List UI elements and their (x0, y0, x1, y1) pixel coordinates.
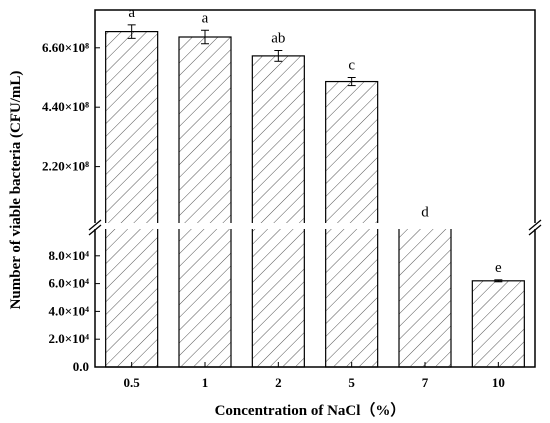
significance-label-0.5: a (128, 5, 135, 21)
y-tick-label: 2.20×10⁸ (42, 159, 89, 174)
y-tick-label: 4.40×10⁸ (42, 99, 89, 114)
significance-label-1: a (202, 10, 209, 26)
x-axis-title: Concentration of NaCl（%） (215, 401, 406, 419)
plot-area: a 0.5 a 1 ab 2 c 5 d 7 e 10 2.20×10⁸ 4.40×10⁸ 6.60×10⁸… (42, 5, 543, 390)
significance-label-10: e (495, 260, 502, 276)
x-tick-label: 1 (202, 375, 209, 390)
axis-break-left-upper (88, 219, 102, 231)
y-tick-label: 6.60×10⁸ (42, 40, 89, 55)
y-tick-label: 4.0×10⁴ (48, 303, 89, 318)
y-tick-label: 0.0 (73, 359, 89, 374)
axis-break-left-lower (88, 224, 102, 236)
y-tick-label: 6.0×10⁴ (48, 276, 89, 291)
y-tick-label: 2.0×10⁴ (48, 331, 89, 346)
bar-7 (398, 223, 452, 368)
bar-1 (178, 36, 232, 368)
significance-label-5: c (348, 58, 355, 74)
significance-label-7: d (421, 204, 429, 220)
y-axis-title: Number of viable bacteria (CFU/mL) (8, 71, 24, 310)
axis-break-right-lower (528, 224, 542, 236)
bar-0.5 (105, 31, 159, 368)
x-tick-label: 10 (492, 375, 505, 390)
bar-2 (251, 55, 305, 368)
y-tick-label: 8.0×10⁴ (48, 248, 89, 263)
axis-break-right-upper (528, 219, 542, 231)
x-tick-label: 5 (348, 375, 355, 390)
x-tick-label: 2 (275, 375, 282, 390)
significance-label-2: ab (271, 31, 285, 47)
x-tick-label: 7 (422, 375, 429, 390)
plot-frame (94, 9, 536, 368)
x-tick-label: 0.5 (124, 375, 141, 390)
axis-break-gap (87, 223, 543, 229)
bar-10 (471, 280, 525, 368)
